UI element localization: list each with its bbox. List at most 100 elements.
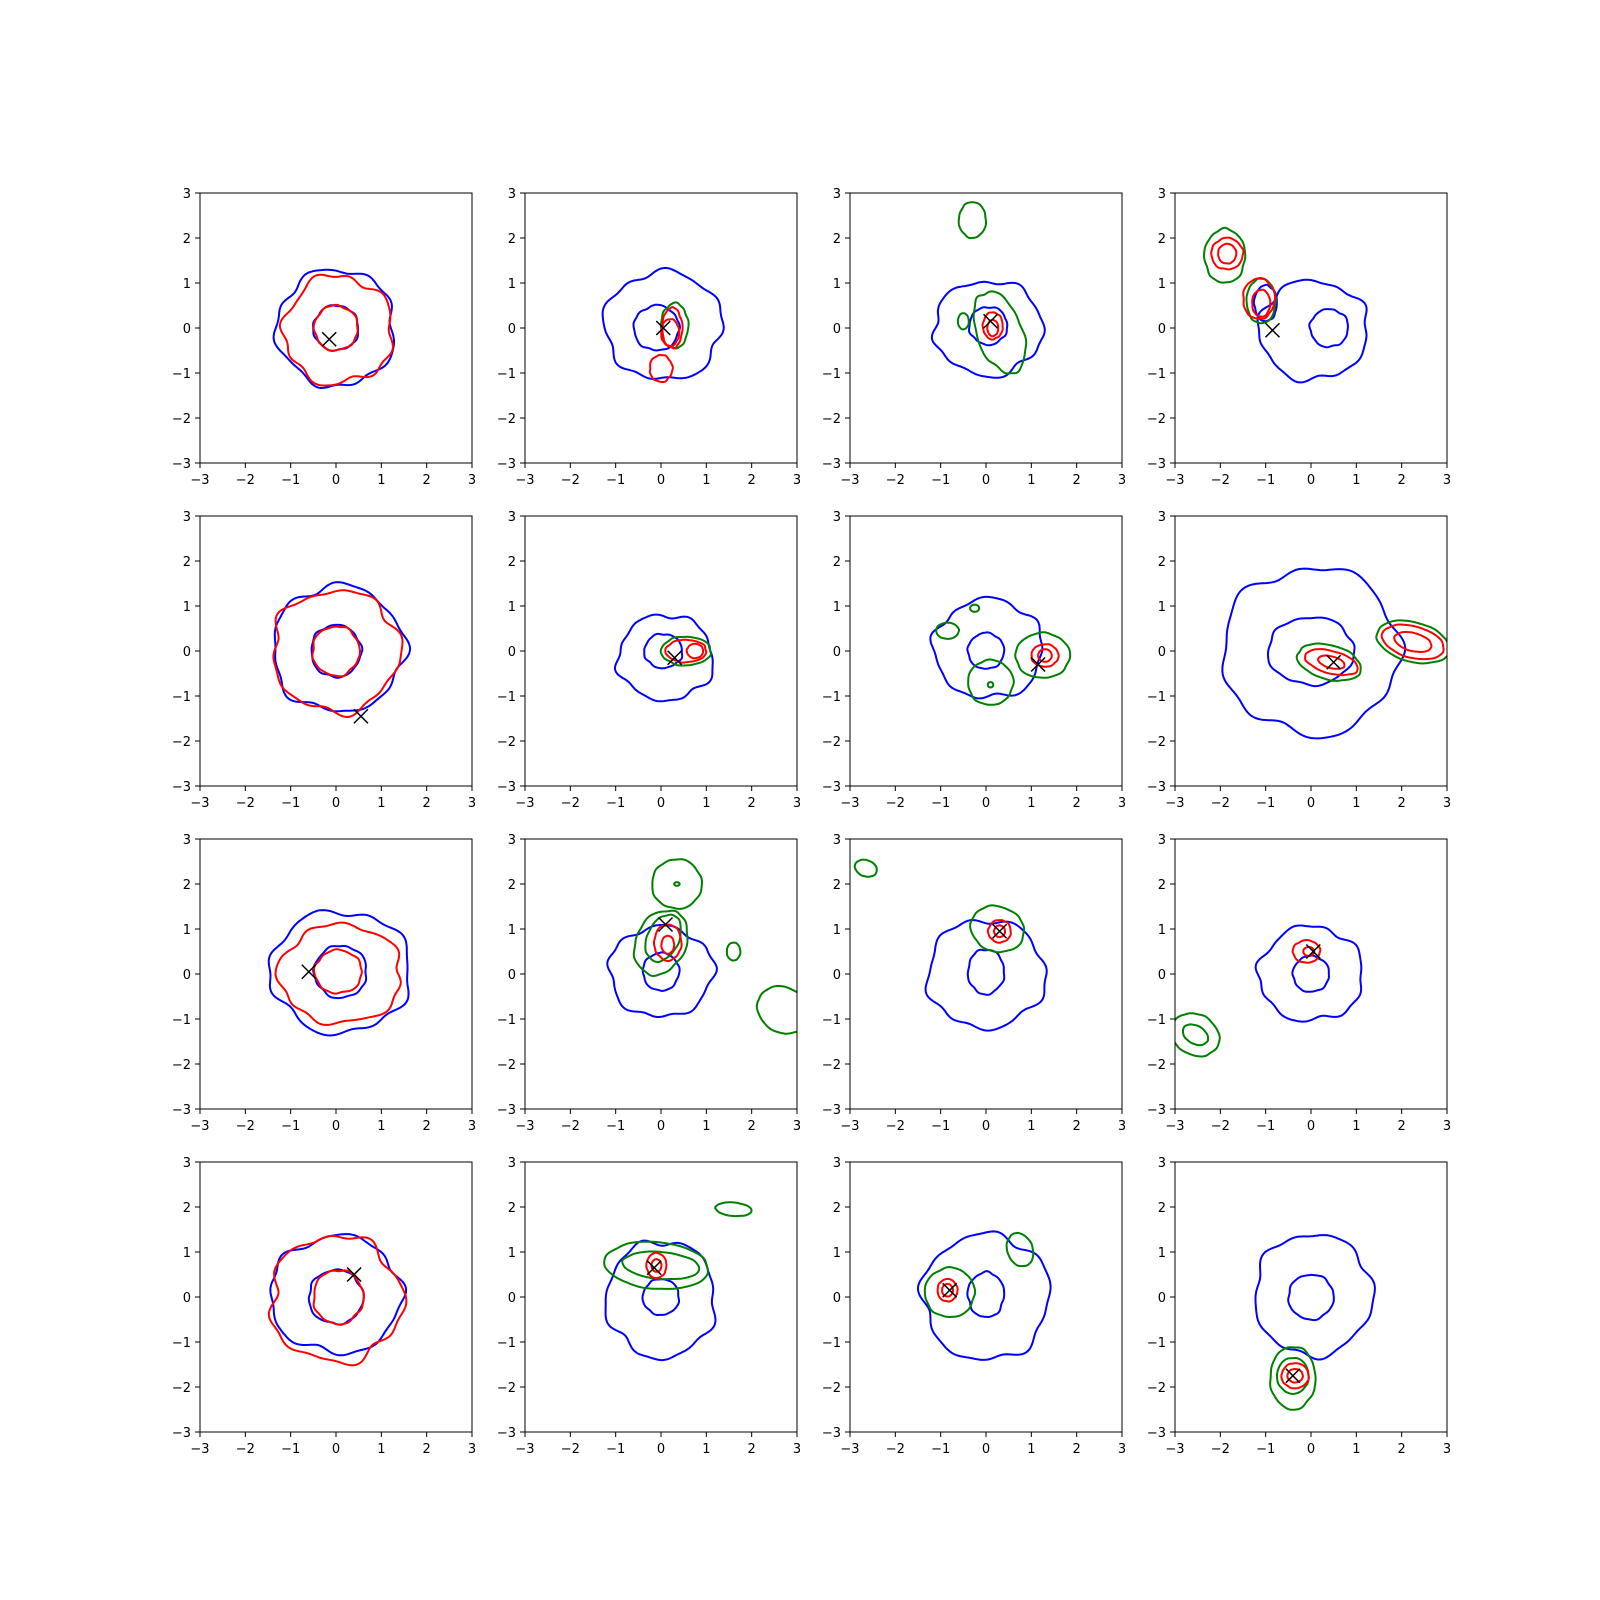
blue-contour (273, 581, 412, 713)
green-contour (755, 985, 797, 1035)
x-tick-label: 3 (793, 1119, 801, 1134)
panel-16: −3 −2 −1 0 1 2 3 −3 −2 −1 0 1 2 3 (1147, 1156, 1451, 1457)
panel-11: −3 −2 −1 0 1 2 3 −3 −2 −1 0 1 2 3 (822, 833, 1126, 1134)
y-tick-label: −3 (172, 457, 191, 472)
y-tick-label: −1 (822, 1013, 841, 1028)
x-marker-stroke (1326, 654, 1342, 670)
red-contour (312, 303, 359, 352)
red-contour (660, 934, 676, 955)
y-tick-label: 1 (833, 600, 841, 615)
y-tick-label: 0 (1158, 968, 1166, 983)
x-tick-label: 3 (468, 473, 476, 488)
y-tick-label: 2 (833, 878, 841, 893)
panel-1: −3 −2 −1 0 1 2 3 −3 −2 −1 0 1 2 3 (172, 187, 476, 488)
plot-area (1254, 1234, 1376, 1411)
x-tick-label: −2 (561, 1119, 580, 1134)
blue-contour (1291, 954, 1330, 993)
axes-frame (199, 515, 473, 787)
red-contour (993, 924, 1006, 939)
plot-area (929, 595, 1072, 706)
green-contour (632, 909, 689, 977)
x-tick-label: 1 (1352, 1442, 1360, 1457)
panel-4: −3 −2 −1 0 1 2 3 −3 −2 −1 0 1 2 3 (1147, 187, 1451, 488)
x-marker-stroke (1030, 656, 1046, 673)
y-tick-label: 3 (508, 1156, 516, 1171)
blue-contour (917, 1230, 1052, 1361)
red-contour (274, 921, 402, 1026)
plot-area (930, 201, 1046, 379)
x-tick-label: 0 (982, 1119, 990, 1134)
blue-contour (269, 1233, 408, 1357)
x-tick-label: 0 (982, 1442, 990, 1457)
y-tick-label: 0 (183, 1291, 191, 1306)
y-tick-label: −3 (822, 457, 841, 472)
green-contour (603, 1240, 709, 1290)
green-contour (644, 913, 682, 963)
y-tick-label: −3 (497, 1103, 516, 1118)
y-tick-label: 3 (508, 187, 516, 202)
y-tick-label: −1 (1147, 1013, 1166, 1028)
panel-10: −3 −2 −1 0 1 2 3 −3 −2 −1 0 1 2 3 (497, 833, 801, 1134)
x-tick-label: −3 (515, 796, 534, 811)
y-tick-label: 3 (1158, 1156, 1166, 1171)
red-contour (1393, 631, 1433, 653)
y-tick-label: 2 (833, 1201, 841, 1216)
x-tick-label: −1 (1256, 796, 1275, 811)
x-marker-stroke (667, 650, 683, 666)
x-tick-label: 3 (1443, 796, 1451, 811)
y-tick-label: 0 (833, 968, 841, 983)
blue-contour (614, 613, 714, 703)
y-tick-label: 3 (183, 187, 191, 202)
axes-frame (849, 192, 1123, 464)
x-tick-label: −3 (840, 1442, 859, 1457)
y-tick-label: −2 (172, 412, 191, 427)
x-tick-label: −3 (1165, 1119, 1184, 1134)
y-tick-label: 3 (833, 510, 841, 525)
y-tick-label: 3 (508, 833, 516, 848)
x-tick-label: 0 (332, 796, 340, 811)
y-tick-label: 1 (183, 923, 191, 938)
x-tick-label: −2 (561, 1442, 580, 1457)
x-marker-stroke (942, 1282, 958, 1298)
x-tick-label: 3 (1443, 1119, 1451, 1134)
y-tick-label: −3 (497, 1426, 516, 1441)
green-contour (1295, 642, 1362, 682)
y-tick-label: 1 (833, 1246, 841, 1261)
x-marker (1326, 654, 1342, 670)
red-contour (1242, 277, 1277, 320)
green-contour (1203, 226, 1247, 284)
red-contour (685, 642, 705, 660)
y-tick-label: 3 (508, 510, 516, 525)
plot-area (272, 268, 395, 389)
green-contour (967, 658, 1015, 706)
y-tick-label: −1 (172, 690, 191, 705)
x-tick-label: 3 (468, 796, 476, 811)
y-tick-label: 0 (833, 645, 841, 660)
x-marker (1285, 1368, 1301, 1384)
x-tick-label: −3 (515, 1442, 534, 1457)
y-tick-label: −3 (822, 1426, 841, 1441)
y-tick-label: 2 (833, 555, 841, 570)
y-tick-label: 0 (833, 322, 841, 337)
y-tick-label: 1 (1158, 277, 1166, 292)
y-tick-label: 2 (833, 232, 841, 247)
axes-frame (849, 515, 1123, 787)
blue-contour (1221, 567, 1407, 740)
y-tick-label: 0 (183, 968, 191, 983)
x-marker (646, 1260, 662, 1276)
green-contour (1276, 1357, 1310, 1395)
x-tick-label: 2 (1398, 1119, 1406, 1134)
x-tick-label: −1 (606, 1119, 625, 1134)
y-tick-label: −2 (1147, 1058, 1166, 1073)
y-tick-label: 0 (1158, 1291, 1166, 1306)
x-tick-label: 1 (702, 1442, 710, 1457)
x-marker (983, 313, 999, 329)
panel-8: −3 −2 −1 0 1 2 3 −3 −2 −1 0 1 2 3 (1147, 510, 1451, 811)
blue-contour (606, 924, 718, 1018)
blue-contour (272, 268, 395, 389)
y-tick-label: 2 (1158, 232, 1166, 247)
x-tick-label: 2 (1073, 1119, 1081, 1134)
red-contour (311, 625, 361, 678)
red-contour (1302, 945, 1316, 957)
